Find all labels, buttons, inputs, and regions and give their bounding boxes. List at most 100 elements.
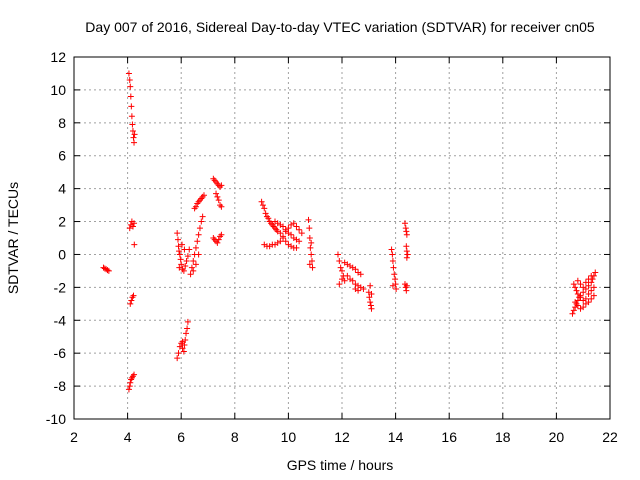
data-point (127, 83, 134, 90)
data-point (131, 220, 138, 227)
data-point (176, 251, 183, 258)
y-axis-label: SDTVAR / TECUs (5, 182, 21, 294)
data-point (573, 287, 580, 294)
data-point (199, 213, 206, 220)
data-point (131, 371, 138, 378)
data-point (296, 226, 303, 233)
data-point (128, 103, 135, 110)
data-point (577, 281, 584, 288)
plot-frame (73, 56, 611, 420)
data-point (580, 304, 587, 311)
data-point (368, 305, 375, 312)
y-tick-label: 12 (50, 49, 66, 65)
x-tick-label: 16 (441, 429, 457, 445)
data-point (585, 276, 592, 283)
data-point (131, 241, 138, 248)
x-tick-label: 10 (281, 429, 297, 445)
data-point (180, 348, 187, 355)
data-point (180, 267, 187, 274)
data-point (367, 302, 374, 309)
data-point (177, 256, 184, 263)
data-point (403, 243, 410, 250)
data-point (105, 267, 112, 274)
y-tick-label: 0 (58, 246, 66, 262)
data-point (184, 253, 191, 260)
data-point (580, 284, 587, 291)
data-point (184, 318, 191, 325)
data-point (402, 225, 409, 232)
data-point (174, 230, 181, 237)
data-point (127, 93, 134, 100)
data-point (588, 287, 595, 294)
data-point (127, 300, 134, 307)
y-tick-label: 4 (58, 181, 66, 197)
y-tick-label: -4 (54, 312, 67, 328)
data-point (131, 139, 138, 146)
data-point (280, 223, 287, 230)
data-point (181, 246, 188, 253)
data-point (367, 282, 374, 289)
data-point (336, 258, 343, 265)
data-point (126, 225, 133, 232)
data-point (179, 241, 186, 248)
data-point (336, 281, 343, 288)
data-point (194, 238, 201, 245)
data-point (339, 276, 345, 283)
data-point (403, 254, 410, 261)
data-point (127, 379, 134, 386)
data-point (130, 134, 137, 141)
x-tick-label: 8 (231, 429, 239, 445)
data-point (574, 290, 581, 297)
data-point (588, 272, 595, 279)
data-point (277, 238, 284, 245)
data-point (366, 294, 373, 301)
data-point (403, 248, 410, 255)
data-point (334, 251, 341, 258)
data-point (588, 279, 595, 286)
data-point (570, 307, 577, 314)
data-point (367, 299, 374, 306)
data-point (368, 290, 375, 297)
data-point (176, 264, 183, 271)
data-point (389, 282, 396, 289)
y-tick-label: 6 (58, 148, 66, 164)
data-point (218, 182, 225, 189)
x-tick-label: 20 (549, 429, 565, 445)
data-point (129, 128, 136, 135)
data-point (130, 292, 137, 299)
data-point (214, 193, 221, 200)
chart-title: Day 007 of 2016, Sidereal Day-to-day VTE… (85, 19, 595, 35)
data-point (298, 230, 305, 237)
data-point (307, 244, 314, 251)
data-point (403, 228, 410, 235)
data-point (280, 233, 287, 240)
data-point (125, 386, 132, 393)
data-point (306, 235, 313, 241)
x-tick-label: 12 (334, 429, 350, 445)
data-point (192, 203, 199, 210)
data-point (218, 203, 225, 210)
data-point (174, 236, 181, 243)
data-point (392, 276, 399, 283)
data-point (195, 231, 202, 238)
data-point (182, 262, 189, 269)
data-point (293, 244, 300, 251)
data-point (290, 220, 297, 227)
data-point (183, 330, 190, 337)
data-point (192, 261, 199, 268)
data-point (572, 284, 579, 291)
data-point (590, 284, 597, 291)
data-point (188, 264, 195, 271)
data-point (309, 264, 316, 271)
data-point (179, 338, 186, 345)
data-point (218, 231, 225, 238)
x-tick-label: 6 (177, 429, 185, 445)
data-point (190, 258, 197, 265)
data-point (259, 202, 266, 209)
data-point (308, 239, 315, 246)
data-point (261, 205, 268, 212)
data-point (174, 355, 181, 362)
data-point (126, 77, 133, 84)
data-point (178, 261, 185, 268)
